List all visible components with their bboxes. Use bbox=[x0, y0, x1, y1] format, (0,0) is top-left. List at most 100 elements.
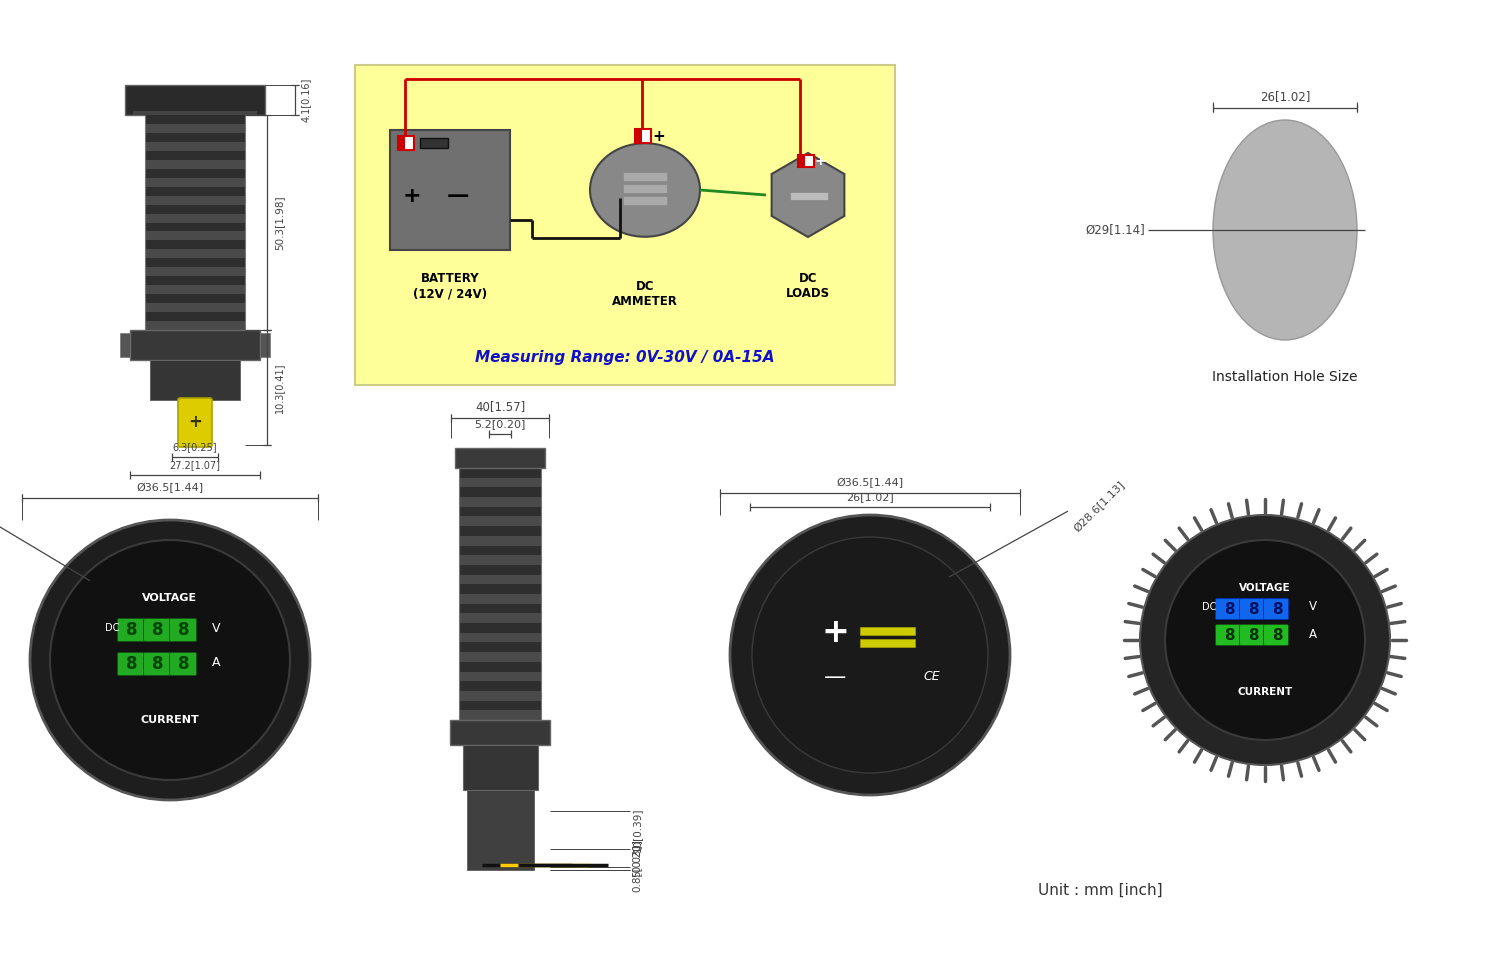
Text: 8: 8 bbox=[126, 655, 138, 673]
Bar bbox=[146, 276, 244, 285]
FancyBboxPatch shape bbox=[356, 65, 896, 385]
Bar bbox=[146, 303, 244, 312]
Bar bbox=[459, 536, 542, 546]
Bar bbox=[146, 231, 244, 240]
Bar bbox=[859, 639, 915, 647]
Text: Unit : mm [inch]: Unit : mm [inch] bbox=[1038, 882, 1162, 898]
Bar bbox=[459, 682, 542, 691]
Bar bbox=[798, 155, 814, 167]
FancyBboxPatch shape bbox=[1239, 624, 1264, 645]
Text: 8: 8 bbox=[1248, 627, 1258, 642]
Bar bbox=[459, 497, 542, 507]
FancyBboxPatch shape bbox=[170, 653, 196, 676]
Bar bbox=[466, 790, 534, 870]
Bar bbox=[459, 701, 542, 710]
FancyBboxPatch shape bbox=[170, 619, 196, 641]
Text: A: A bbox=[1310, 628, 1317, 641]
Text: DC
LOADS: DC LOADS bbox=[786, 272, 830, 300]
Text: 8: 8 bbox=[1272, 601, 1282, 617]
Text: 27.2[1.07]: 27.2[1.07] bbox=[170, 460, 220, 470]
Text: 8: 8 bbox=[178, 655, 189, 673]
Bar bbox=[459, 507, 542, 516]
Text: +: + bbox=[815, 154, 827, 168]
Bar bbox=[146, 223, 244, 231]
Bar bbox=[489, 448, 512, 462]
Text: 26[1.02]: 26[1.02] bbox=[846, 492, 894, 502]
Text: VOLTAGE: VOLTAGE bbox=[142, 593, 198, 603]
Bar bbox=[459, 478, 542, 488]
Text: +: + bbox=[188, 413, 202, 431]
Circle shape bbox=[1140, 515, 1390, 765]
Bar bbox=[146, 186, 244, 196]
FancyBboxPatch shape bbox=[1215, 624, 1240, 645]
Bar bbox=[146, 213, 244, 223]
Text: 6.3[0.25]: 6.3[0.25] bbox=[172, 442, 217, 452]
Text: A: A bbox=[211, 656, 220, 668]
Text: Installation Hole Size: Installation Hole Size bbox=[1212, 370, 1358, 384]
Text: Ø36.5[1.44]: Ø36.5[1.44] bbox=[136, 483, 204, 493]
Text: Measuring Range: 0V-30V / 0A-15A: Measuring Range: 0V-30V / 0A-15A bbox=[476, 350, 774, 365]
Bar bbox=[459, 546, 542, 555]
Bar bbox=[459, 565, 542, 575]
Circle shape bbox=[730, 515, 1010, 795]
Text: 8: 8 bbox=[1224, 601, 1234, 617]
Bar bbox=[454, 448, 544, 468]
Bar bbox=[398, 136, 405, 150]
Bar bbox=[622, 196, 668, 205]
Bar bbox=[146, 178, 244, 186]
Text: +: + bbox=[402, 186, 422, 206]
Bar bbox=[260, 333, 270, 357]
Bar bbox=[146, 258, 244, 268]
FancyBboxPatch shape bbox=[117, 619, 144, 641]
Bar bbox=[459, 526, 542, 536]
Text: 8: 8 bbox=[1248, 601, 1258, 617]
Bar bbox=[634, 129, 642, 143]
Bar bbox=[459, 603, 542, 614]
FancyBboxPatch shape bbox=[1215, 598, 1240, 619]
Bar bbox=[622, 184, 668, 193]
Text: 8: 8 bbox=[126, 621, 138, 639]
Text: 4.1[0.16]: 4.1[0.16] bbox=[302, 77, 310, 122]
Text: 10[0.39]: 10[0.39] bbox=[632, 808, 642, 852]
FancyBboxPatch shape bbox=[1263, 598, 1288, 619]
Text: VOLTAGE: VOLTAGE bbox=[1239, 583, 1292, 593]
Text: 10.3[0.41]: 10.3[0.41] bbox=[274, 362, 284, 413]
Bar bbox=[146, 268, 244, 276]
Bar bbox=[120, 333, 130, 357]
Text: V: V bbox=[211, 621, 220, 635]
Bar bbox=[146, 321, 244, 330]
Ellipse shape bbox=[1214, 120, 1358, 340]
Bar bbox=[459, 488, 542, 497]
Text: +: + bbox=[652, 128, 666, 143]
Text: 0.8[0.03]: 0.8[0.03] bbox=[632, 844, 642, 892]
Text: Ø28.6[1.13]: Ø28.6[1.13] bbox=[1072, 480, 1126, 534]
Text: 8: 8 bbox=[178, 621, 189, 639]
Bar bbox=[146, 285, 244, 294]
Bar bbox=[450, 720, 550, 745]
Bar bbox=[459, 710, 542, 720]
Bar bbox=[459, 662, 542, 671]
Text: Ø29[1.14]: Ø29[1.14] bbox=[1084, 224, 1144, 236]
Bar bbox=[146, 196, 244, 205]
FancyBboxPatch shape bbox=[117, 653, 144, 676]
Text: 8: 8 bbox=[1272, 627, 1282, 642]
Text: BATTERY
(12V / 24V): BATTERY (12V / 24V) bbox=[413, 272, 488, 300]
Text: DC: DC bbox=[105, 623, 118, 633]
Bar bbox=[459, 642, 542, 652]
Bar bbox=[146, 169, 244, 178]
Text: CE: CE bbox=[924, 670, 940, 684]
Bar bbox=[459, 614, 542, 623]
Bar bbox=[459, 633, 542, 642]
Text: DC: DC bbox=[1202, 602, 1216, 612]
Bar bbox=[459, 575, 542, 584]
Bar bbox=[459, 555, 542, 565]
Bar bbox=[459, 691, 542, 701]
Bar bbox=[790, 192, 828, 200]
Bar bbox=[146, 294, 244, 303]
Ellipse shape bbox=[590, 143, 700, 237]
Bar bbox=[146, 250, 244, 258]
Text: DC
AMMETER: DC AMMETER bbox=[612, 280, 678, 308]
Text: 5.2[0.20]: 5.2[0.20] bbox=[474, 419, 525, 429]
Text: 8: 8 bbox=[153, 621, 164, 639]
Bar bbox=[146, 115, 244, 124]
